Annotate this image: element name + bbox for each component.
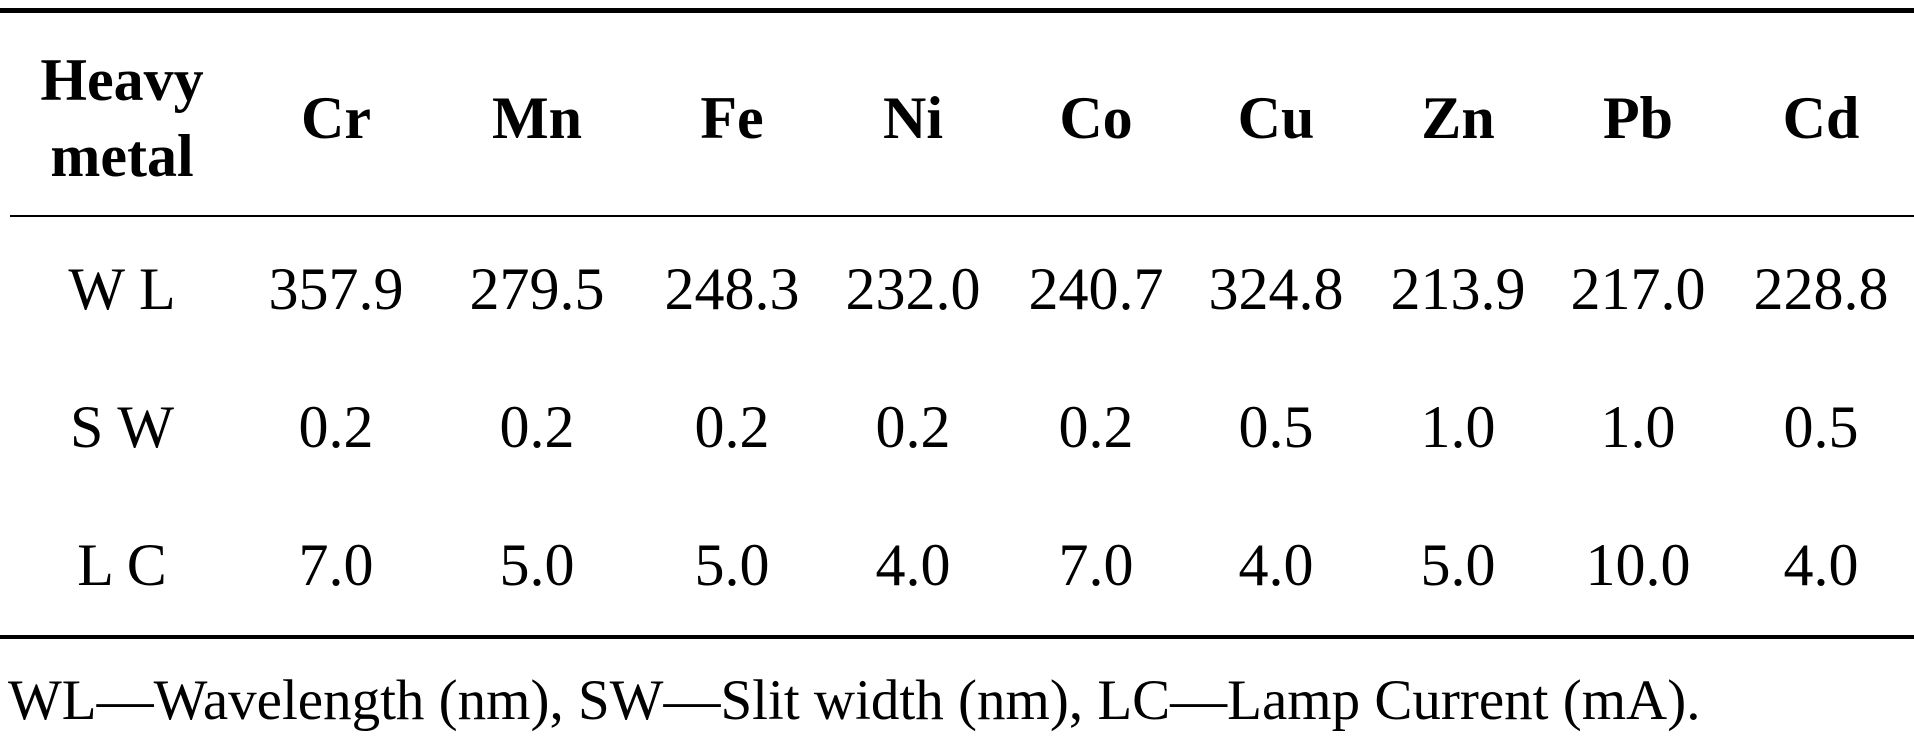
top-rule xyxy=(0,8,1914,13)
header-cell: Pb xyxy=(1602,85,1674,151)
bottom-rule xyxy=(0,635,1914,639)
table-cell: 4.0 xyxy=(875,532,951,598)
header-cell: Zn xyxy=(1421,85,1495,151)
table-cell: 1.0 xyxy=(1600,394,1676,460)
header-cell: Heavy metal xyxy=(40,47,204,189)
table-cell: 7.0 xyxy=(1058,532,1134,598)
row-label: L C xyxy=(77,532,167,598)
table-cell: 232.0 xyxy=(845,256,981,322)
table-cell: 0.2 xyxy=(694,394,770,460)
header-rule xyxy=(10,215,1914,217)
table-cell: 217.0 xyxy=(1570,256,1706,322)
table-cell: 279.5 xyxy=(469,256,605,322)
table-cell: 357.9 xyxy=(268,256,404,322)
table-cell: 228.8 xyxy=(1753,256,1889,322)
header-cell: Cd xyxy=(1782,85,1860,151)
table-cell: 5.0 xyxy=(1420,532,1496,598)
header-cell: Cu xyxy=(1237,85,1315,151)
header-cell: Ni xyxy=(883,85,943,151)
table-cell: 5.0 xyxy=(694,532,770,598)
table-cell: 248.3 xyxy=(664,256,800,322)
footnote: WL—Wavelength (nm), SW—Slit width (nm), … xyxy=(8,669,1701,732)
table-cell: 1.0 xyxy=(1420,394,1496,460)
table-cell: 0.2 xyxy=(499,394,575,460)
header-cell: Fe xyxy=(700,85,764,151)
table-cell: 0.2 xyxy=(298,394,374,460)
table-cell: 0.2 xyxy=(1058,394,1134,460)
table-cell: 240.7 xyxy=(1028,256,1164,322)
header-cell: Cr xyxy=(301,85,371,151)
table-cell: 213.9 xyxy=(1390,256,1526,322)
table-cell: 4.0 xyxy=(1238,532,1314,598)
row-label: W L xyxy=(68,256,176,322)
table-cell: 10.0 xyxy=(1585,532,1691,598)
table-cell: 7.0 xyxy=(298,532,374,598)
table-cell: 324.8 xyxy=(1208,256,1344,322)
header-cell: Co xyxy=(1059,85,1133,151)
table-cell: 5.0 xyxy=(499,532,575,598)
header-cell: Mn xyxy=(492,85,582,151)
table-cell: 0.5 xyxy=(1238,394,1314,460)
table-cell: 4.0 xyxy=(1783,532,1859,598)
table-cell: 0.2 xyxy=(875,394,951,460)
table-cell: 0.5 xyxy=(1783,394,1859,460)
row-label: S W xyxy=(70,394,174,460)
